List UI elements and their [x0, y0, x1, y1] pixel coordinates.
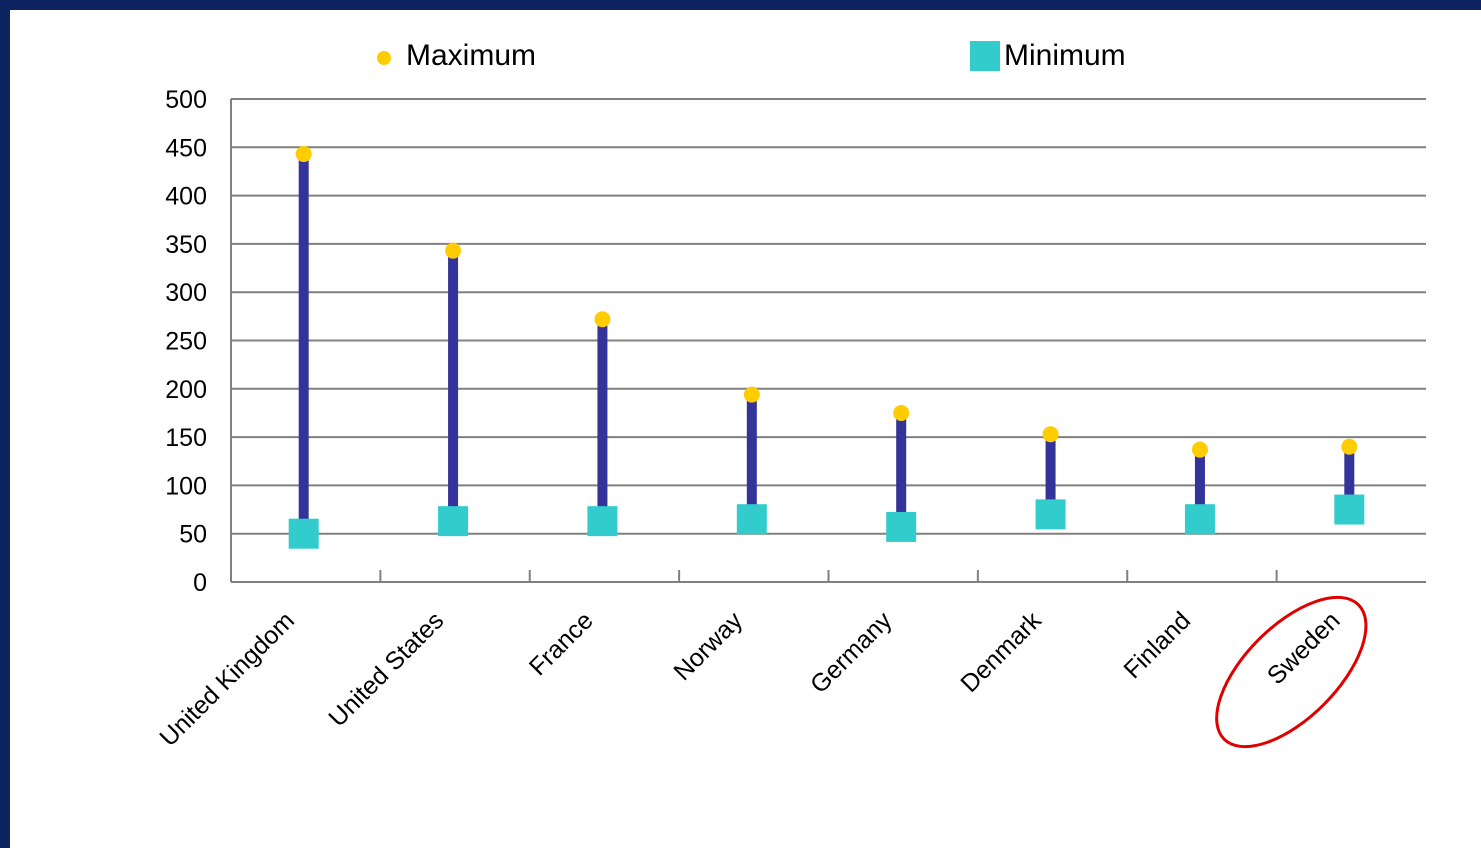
highlight-annotation	[1215, 595, 1368, 749]
minimum-marker	[1035, 499, 1066, 530]
legend-maximum-marker	[377, 51, 391, 65]
category-label: United States	[323, 606, 449, 732]
minimum-marker	[1184, 504, 1215, 535]
chart-frame: 0 50 100 150 200 250 300 350 400 450 500 United Ki…	[10, 10, 1481, 848]
legend-minimum-marker	[970, 41, 1000, 71]
range-chart: 0 50 100 150 200 250 300 350 400 450 500 United Ki…	[154, 39, 1426, 752]
maximum-markers	[295, 146, 1358, 458]
category-label: France	[524, 606, 599, 681]
axes	[230, 99, 1426, 583]
maximum-marker	[893, 404, 910, 421]
maximum-marker	[594, 311, 611, 328]
highlight-ellipse	[1215, 595, 1368, 749]
minimum-markers	[288, 494, 1365, 549]
y-tick-label: 150	[165, 424, 207, 452]
legend-minimum-label: Minimum	[1004, 39, 1126, 72]
y-tick-label: 50	[179, 521, 207, 549]
maximum-marker	[1191, 441, 1208, 458]
minimum-marker	[736, 504, 767, 535]
legend-maximum-label: Maximum	[406, 39, 536, 72]
y-tick-label: 500	[165, 86, 207, 114]
y-tick-label: 400	[165, 183, 207, 211]
category-label: Denmark	[955, 606, 1047, 698]
minimum-marker	[1334, 494, 1365, 525]
legend: Maximum Minimum	[377, 39, 1126, 72]
y-tick-label: 450	[165, 134, 207, 162]
y-tick-label: 350	[165, 231, 207, 259]
maximum-marker	[445, 242, 462, 259]
maximum-marker	[1341, 438, 1358, 455]
gridlines	[231, 98, 1426, 535]
category-label: Germany	[805, 606, 898, 699]
category-labels: United Kingdom United States France Norway G…	[154, 606, 1345, 752]
maximum-marker	[743, 386, 760, 403]
minimum-marker	[886, 511, 917, 542]
category-label: Finland	[1118, 606, 1196, 684]
minimum-marker	[438, 506, 469, 537]
category-label: Sweden	[1262, 606, 1346, 690]
maximum-marker	[295, 146, 312, 163]
category-label: Norway	[668, 606, 748, 686]
minimum-marker	[587, 506, 618, 537]
y-tick-label: 0	[193, 569, 207, 597]
minimum-marker	[288, 518, 319, 549]
y-tick-label: 250	[165, 328, 207, 356]
range-lines	[298, 154, 1355, 534]
maximum-marker	[1042, 426, 1059, 443]
y-tick-label: 100	[165, 472, 207, 500]
y-tick-labels: 0 50 100 150 200 250 300 350 400 450 500	[165, 86, 207, 597]
category-label: United Kingdom	[154, 606, 300, 752]
y-tick-label: 200	[165, 376, 207, 404]
y-tick-label: 300	[165, 279, 207, 307]
